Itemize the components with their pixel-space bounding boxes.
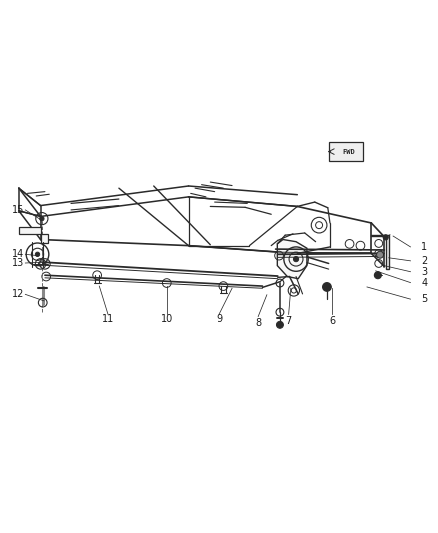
Text: 12: 12 bbox=[12, 289, 25, 300]
Text: 10: 10 bbox=[161, 314, 173, 324]
Text: 9: 9 bbox=[216, 314, 222, 324]
Text: 15: 15 bbox=[12, 205, 25, 215]
Text: 1: 1 bbox=[421, 242, 427, 252]
Text: 8: 8 bbox=[255, 318, 261, 328]
Circle shape bbox=[322, 282, 331, 292]
Text: 4: 4 bbox=[421, 278, 427, 288]
Polygon shape bbox=[19, 228, 47, 243]
Polygon shape bbox=[277, 239, 307, 279]
Circle shape bbox=[35, 252, 40, 256]
Text: 5: 5 bbox=[421, 294, 427, 304]
Text: 3: 3 bbox=[421, 266, 427, 277]
Text: 6: 6 bbox=[329, 316, 335, 326]
Text: 11: 11 bbox=[102, 314, 114, 324]
Circle shape bbox=[377, 251, 384, 258]
Text: 13: 13 bbox=[12, 258, 25, 268]
Circle shape bbox=[374, 272, 381, 279]
Text: 7: 7 bbox=[286, 316, 292, 326]
Circle shape bbox=[383, 235, 389, 240]
Polygon shape bbox=[371, 235, 389, 269]
Circle shape bbox=[40, 216, 44, 221]
Text: FWD: FWD bbox=[343, 149, 355, 155]
FancyBboxPatch shape bbox=[329, 142, 364, 161]
Circle shape bbox=[276, 321, 283, 328]
Text: 2: 2 bbox=[421, 256, 427, 266]
Circle shape bbox=[293, 256, 299, 262]
Text: 14: 14 bbox=[12, 249, 25, 260]
